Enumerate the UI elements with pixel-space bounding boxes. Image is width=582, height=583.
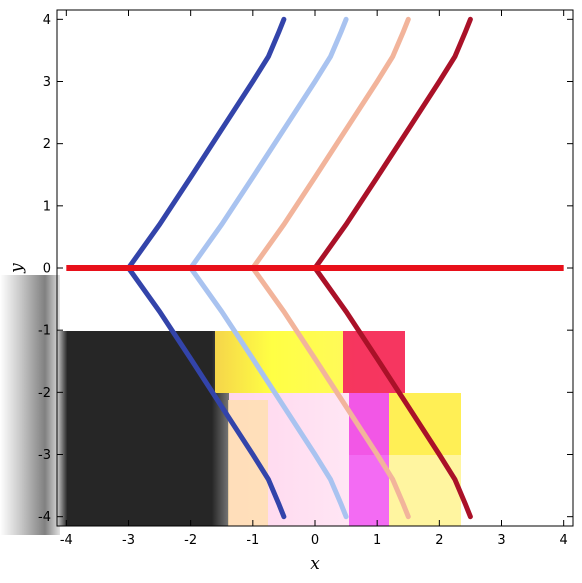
y-tick-label: 2 — [43, 137, 51, 152]
series-layer — [66, 16, 564, 520]
x-tick-label: 3 — [497, 533, 505, 548]
series-curve-upper — [250, 16, 411, 271]
series-curve-lower — [126, 265, 287, 520]
x-tick-label: 0 — [311, 533, 319, 548]
y-tick-label: -4 — [38, 510, 51, 525]
x-tick-label: -4 — [60, 533, 73, 548]
glitch-background — [0, 275, 461, 535]
y-axis-ticks: -4 -3 -2 -1 0 1 2 3 4 — [38, 13, 573, 525]
x-tick-label: 2 — [435, 533, 443, 548]
series-curve-lower — [312, 265, 473, 520]
y-tick-label: -3 — [38, 448, 51, 463]
x-tick-label: -1 — [246, 533, 259, 548]
y-axis-label: y — [7, 263, 27, 274]
x-axis-ticks: -4 -3 -2 -1 0 1 2 3 4 — [60, 10, 568, 548]
x-tick-label: 1 — [373, 533, 381, 548]
x-tick-label: 4 — [560, 533, 568, 548]
y-tick-label: -2 — [38, 386, 51, 401]
y-tick-label: 4 — [43, 13, 51, 28]
series-curve-upper — [188, 16, 349, 271]
y-tick-label: 3 — [43, 75, 51, 90]
y-tick-label: 1 — [43, 199, 51, 214]
series-curve-upper — [126, 16, 287, 271]
x-axis-label: x — [310, 554, 320, 574]
y-tick-label: -1 — [38, 324, 51, 339]
series-curve-lower — [250, 265, 411, 520]
x-tick-label: -2 — [184, 533, 197, 548]
y-tick-label: 0 — [43, 262, 51, 277]
series-curve-lower — [188, 265, 349, 520]
series-curve-upper — [312, 16, 473, 271]
x-tick-label: -3 — [122, 533, 135, 548]
